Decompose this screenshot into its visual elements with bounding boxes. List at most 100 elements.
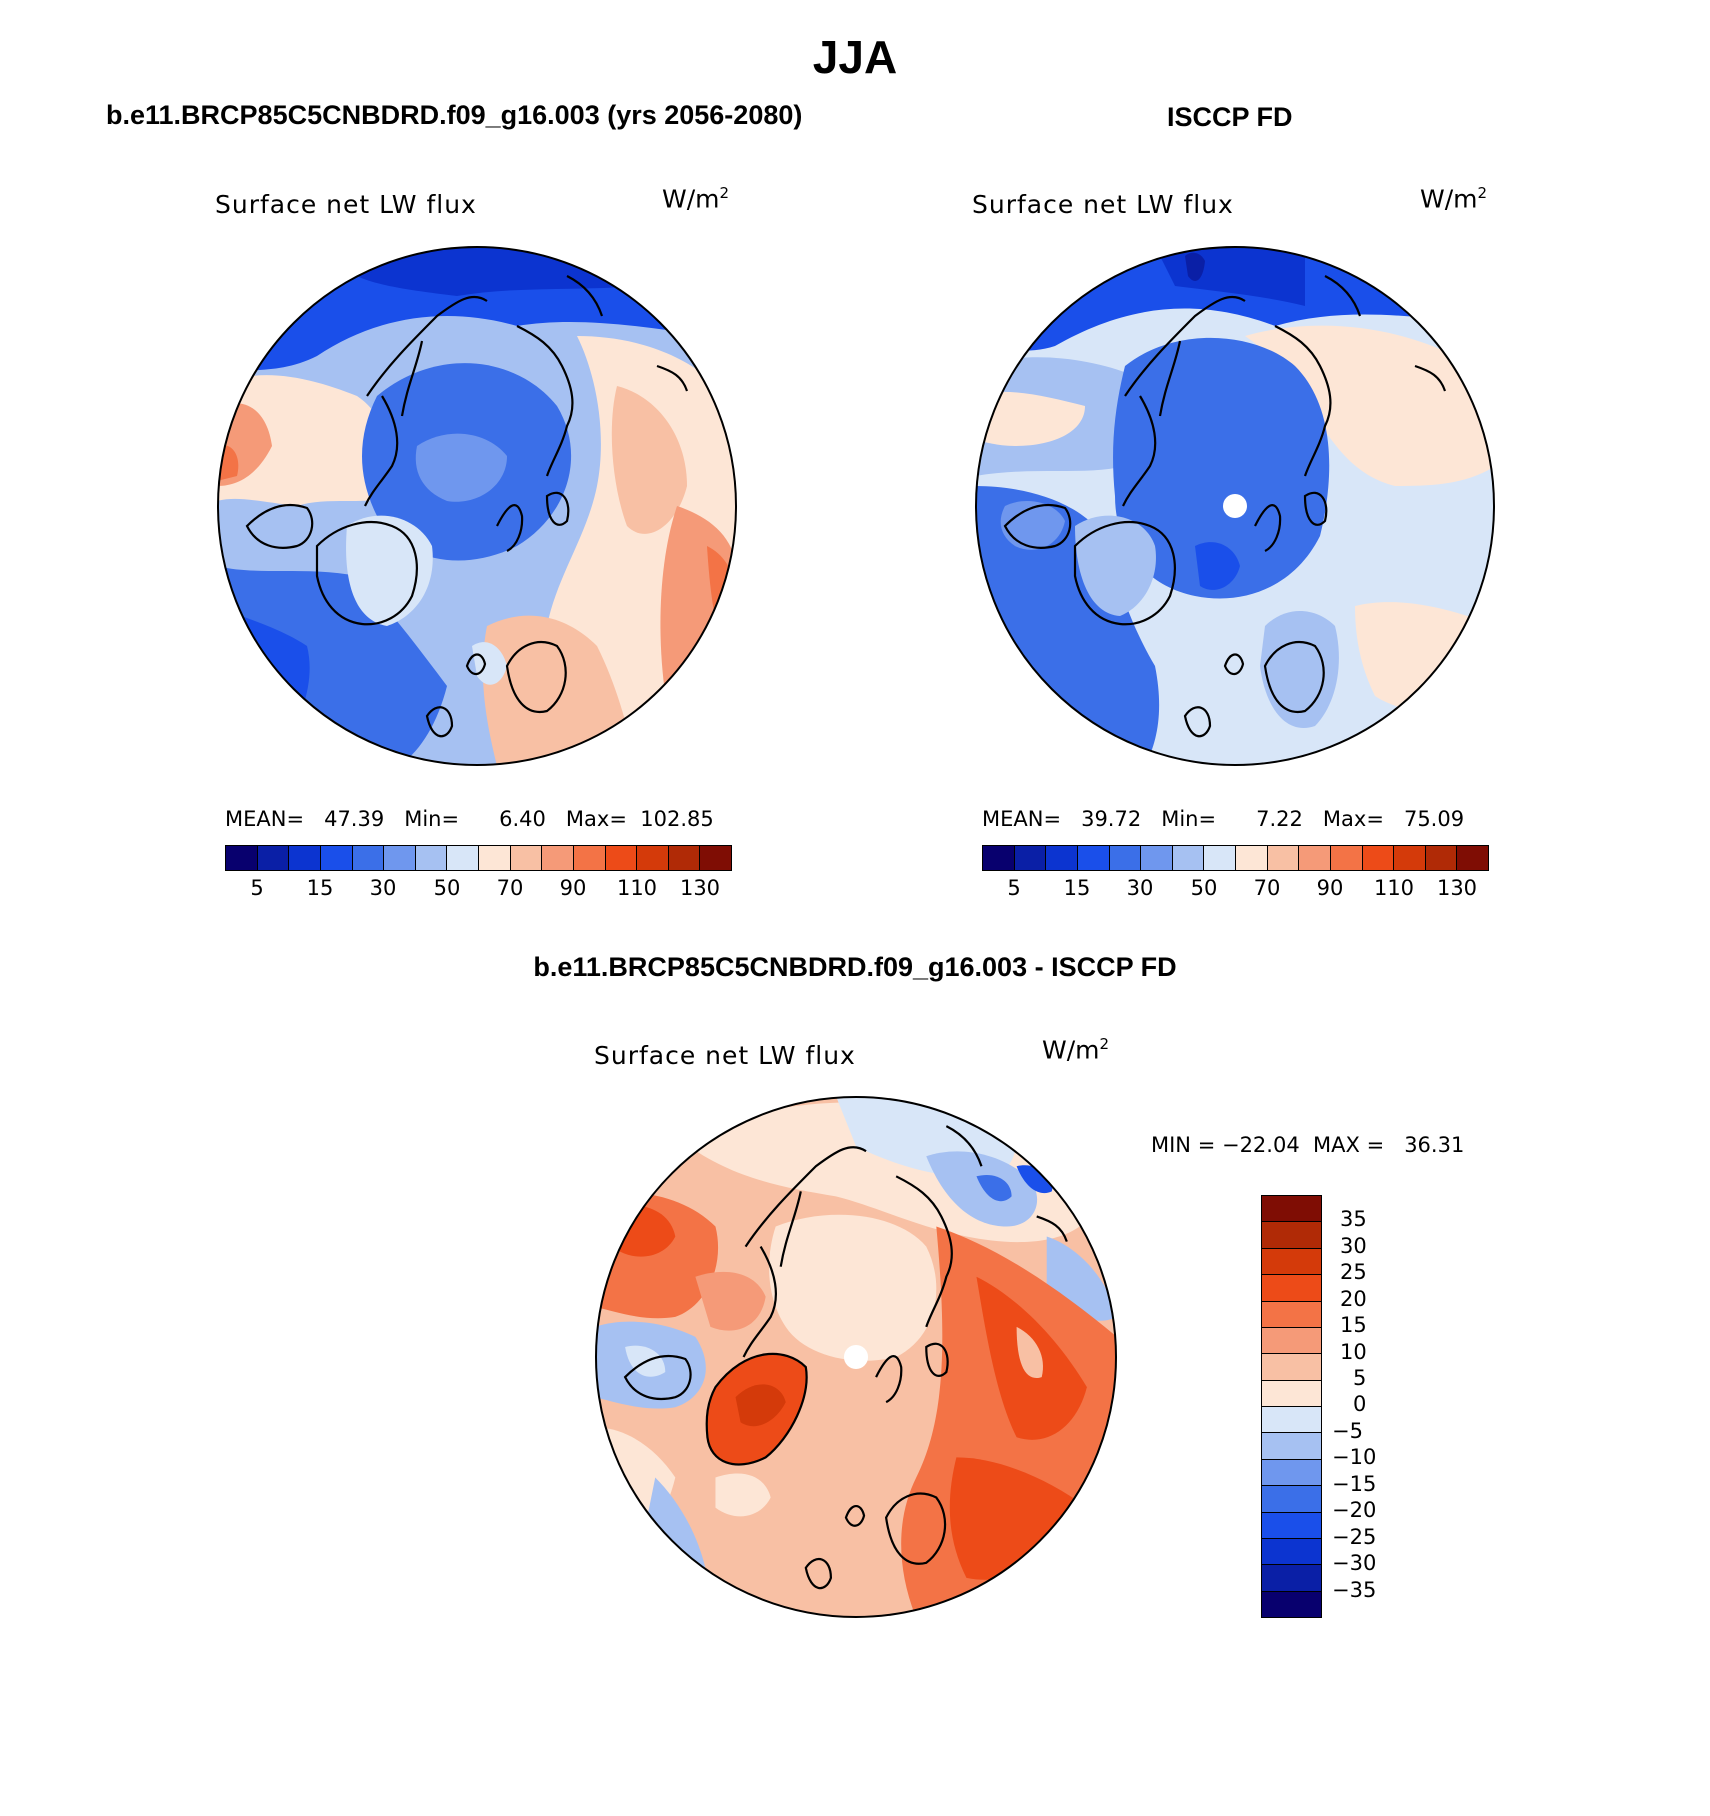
colorbar-tick: −25 — [1332, 1525, 1377, 1549]
colorbar-swatch — [1262, 1512, 1321, 1539]
panel-1-units: W/m2 — [662, 184, 730, 214]
colorbar-swatch — [1109, 846, 1142, 870]
colorbar-swatch — [1425, 846, 1458, 870]
panel-1-field-name: Surface net LW flux — [215, 190, 477, 219]
colorbar-tick: −15 — [1332, 1472, 1377, 1496]
panel-1-map — [217, 246, 737, 766]
colorbar-swatch — [1262, 1459, 1321, 1487]
colorbar-tick: 50 — [1190, 876, 1218, 900]
panel-3-units: W/m2 — [1042, 1035, 1110, 1065]
colorbar-tick: −5 — [1332, 1419, 1363, 1443]
colorbar-swatch — [1236, 846, 1268, 870]
colorbar-swatch — [320, 846, 353, 870]
colorbar-swatch — [289, 846, 321, 870]
colorbar-tick: 5 — [1007, 876, 1021, 900]
colorbar-swatch — [1262, 1222, 1321, 1249]
colorbar-swatch — [1262, 1380, 1321, 1407]
colorbar-tick: −30 — [1332, 1551, 1377, 1575]
colorbar-swatch — [1262, 1565, 1321, 1592]
colorbar-swatch — [542, 846, 574, 870]
panel-2-map — [975, 246, 1495, 766]
panel-2-colorbar-labels: 5 15 30 50 70 90 110 130 — [982, 876, 1489, 906]
colorbar-swatch — [1362, 846, 1395, 870]
colorbar-swatch — [352, 846, 385, 870]
colorbar-tick: 70 — [1253, 876, 1281, 900]
panel-1-colorbar-labels: 5 15 30 50 70 90 110 130 — [225, 876, 732, 906]
colorbar-swatch — [1262, 1301, 1321, 1328]
colorbar-tick: 130 — [1436, 876, 1478, 900]
colorbar-swatch — [1299, 846, 1331, 870]
colorbar-swatch — [1204, 846, 1236, 870]
panel-2-field-name: Surface net LW flux — [972, 190, 1234, 219]
colorbar-tick: 20 — [1340, 1287, 1367, 1311]
colorbar-swatch — [1330, 846, 1363, 870]
panel-2-colorbar — [982, 845, 1489, 871]
colorbar-swatch — [1262, 1275, 1321, 1302]
colorbar-tick: 50 — [433, 876, 461, 900]
colorbar-swatch — [1262, 1407, 1321, 1434]
colorbar-tick: 110 — [1373, 876, 1415, 900]
colorbar-tick: 5 — [1353, 1366, 1367, 1390]
colorbar-tick: 90 — [1316, 876, 1344, 900]
colorbar-swatch — [605, 846, 638, 870]
colorbar-swatch — [1262, 1486, 1321, 1513]
panel-2-title: ISCCP FD — [1167, 102, 1293, 132]
colorbar-tick: 15 — [306, 876, 334, 900]
colorbar-tick: 70 — [496, 876, 524, 900]
colorbar-tick: 5 — [250, 876, 264, 900]
colorbar-swatch — [510, 846, 543, 870]
colorbar-swatch — [415, 846, 448, 870]
panel-2-stats: MEAN= 39.72 Min= 7.22 Max= 75.09 — [982, 807, 1465, 831]
colorbar-swatch — [479, 846, 511, 870]
colorbar-swatch — [226, 846, 258, 870]
panel-2-units: W/m2 — [1420, 184, 1488, 214]
panel-3-map — [595, 1096, 1117, 1618]
panel-3-colorbar — [1261, 1195, 1322, 1618]
colorbar-tick: −35 — [1332, 1578, 1377, 1602]
panel-1-colorbar — [225, 845, 732, 871]
colorbar-swatch — [1046, 846, 1078, 870]
panel-3-stats: MIN = −22.04 MAX = 36.31 — [1151, 1133, 1465, 1157]
colorbar-swatch — [1267, 846, 1300, 870]
colorbar-swatch — [1262, 1354, 1321, 1381]
page-title: JJA — [812, 31, 898, 83]
colorbar-tick: 10 — [1340, 1340, 1367, 1364]
colorbar-swatch — [668, 846, 701, 870]
colorbar-swatch — [1141, 846, 1173, 870]
colorbar-swatch — [1262, 1196, 1321, 1223]
panel-3-title: b.e11.BRCP85C5CNBDRD.f09_g16.003 - ISCCP… — [533, 952, 1177, 982]
colorbar-tick: 25 — [1340, 1260, 1367, 1284]
colorbar-swatch — [1262, 1433, 1321, 1460]
colorbar-swatch — [1077, 846, 1110, 870]
colorbar-tick: 110 — [616, 876, 658, 900]
colorbar-swatch — [1457, 846, 1488, 870]
colorbar-swatch — [1014, 846, 1047, 870]
panel-3-colorbar-labels: 35 30 25 20 15 10 5 0 −5 −10 −15 −20 −25… — [1332, 1195, 1456, 1616]
colorbar-tick: 15 — [1063, 876, 1091, 900]
colorbar-swatch — [700, 846, 731, 870]
colorbar-swatch — [637, 846, 669, 870]
panel-1-title: b.e11.BRCP85C5CNBDRD.f09_g16.003 (yrs 20… — [106, 100, 803, 130]
colorbar-tick: 30 — [1126, 876, 1154, 900]
colorbar-swatch — [384, 846, 416, 870]
colorbar-swatch — [1262, 1591, 1321, 1617]
colorbar-swatch — [983, 846, 1015, 870]
colorbar-tick: 90 — [559, 876, 587, 900]
colorbar-swatch — [1262, 1538, 1321, 1566]
colorbar-tick: −20 — [1332, 1498, 1377, 1522]
colorbar-swatch — [573, 846, 606, 870]
colorbar-tick: 30 — [1340, 1234, 1367, 1258]
colorbar-swatch — [257, 846, 290, 870]
colorbar-swatch — [1172, 846, 1205, 870]
colorbar-tick: 30 — [369, 876, 397, 900]
colorbar-tick: 0 — [1353, 1392, 1367, 1416]
colorbar-tick: 15 — [1340, 1313, 1367, 1337]
panel-3-field-name: Surface net LW flux — [594, 1041, 856, 1070]
colorbar-swatch — [1394, 846, 1426, 870]
colorbar-swatch — [447, 846, 479, 870]
colorbar-tick: −10 — [1332, 1445, 1377, 1469]
colorbar-swatch — [1262, 1248, 1321, 1276]
colorbar-tick: 35 — [1340, 1207, 1367, 1231]
colorbar-swatch — [1262, 1327, 1321, 1355]
panel-1-stats: MEAN= 47.39 Min= 6.40 Max= 102.85 — [225, 807, 714, 831]
